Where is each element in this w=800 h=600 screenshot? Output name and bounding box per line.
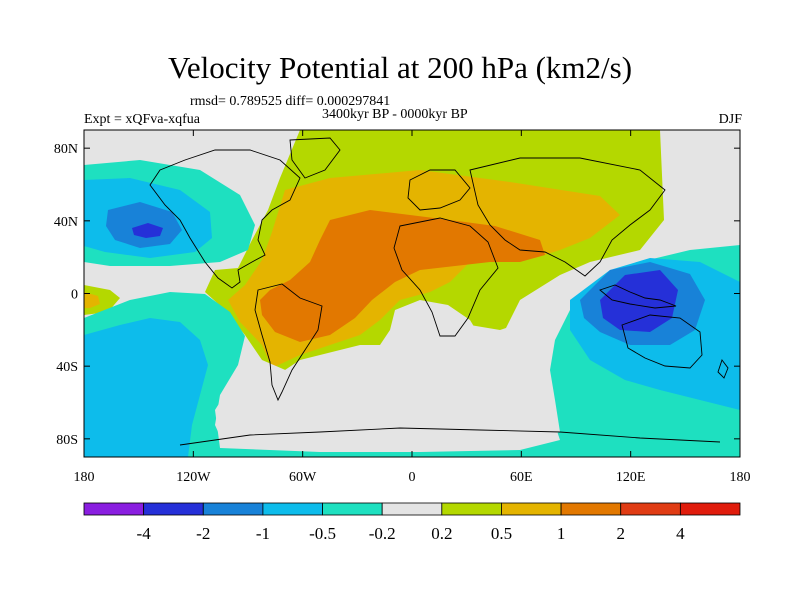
colorbar-label: 0.5 — [491, 524, 512, 543]
lon-tick-label: 120E — [616, 470, 646, 485]
coast-australia — [621, 314, 703, 369]
axis-tick-labels: 80N 40N 0 40S 80S 180 120W 60W 0 60E 120E 180 — [54, 142, 751, 485]
coast-indonesia — [599, 284, 677, 309]
lon-tick-label: 0 — [409, 470, 416, 485]
lat-tick-label: 80N — [54, 142, 78, 157]
chart-title: Velocity Potential at 200 hPa (km2/s) — [167, 50, 633, 85]
lon-tick-label: 180 — [730, 470, 751, 485]
colorbar-swatch — [560, 502, 622, 516]
fill-negative-ind-2 — [600, 270, 678, 332]
colorbar-swatch — [202, 502, 264, 516]
coast-greenland — [289, 137, 341, 179]
colorbar-label: 2 — [616, 524, 625, 543]
coast-africa — [393, 217, 499, 337]
colorbar-swatch — [441, 502, 502, 516]
colorbar-label: -2 — [196, 524, 210, 543]
fill-negative-spac-0.2 — [84, 245, 740, 457]
colorbar-swatch — [143, 502, 204, 516]
colorbar-swatch — [381, 502, 443, 516]
period-label: 3400kyr BP - 0000kyr BP — [322, 107, 468, 122]
fill-positive-1 — [260, 210, 545, 342]
coast-antarctica — [179, 427, 721, 446]
colorbar: -4 -2 -1 -0.5 -0.2 0.2 0.5 1 2 4 — [83, 502, 741, 543]
colorbar-label: 4 — [676, 524, 685, 543]
season-label: DJF — [718, 112, 742, 127]
colorbar-label: 0.2 — [431, 524, 452, 543]
fill-positive-west-0.5 — [84, 292, 100, 308]
coast-south-america — [254, 283, 323, 402]
colorbar-label: -0.2 — [369, 524, 396, 543]
fill-neutral-antarctic — [215, 320, 560, 452]
lat-tick-label: 0 — [71, 288, 78, 303]
lon-tick-label: 180 — [74, 470, 95, 485]
fill-negative-spac-0.5 — [84, 318, 208, 457]
colorbar-label: -0.5 — [309, 524, 336, 543]
coast-north-america — [149, 149, 301, 289]
lon-tick-label: 60E — [510, 470, 533, 485]
colorbar-swatch — [679, 502, 741, 516]
coast-europe — [407, 169, 471, 211]
colorbar-swatch — [83, 502, 145, 516]
colorbar-swatch — [501, 502, 562, 516]
coast-asia — [469, 157, 666, 277]
colorbar-swatch — [322, 502, 383, 516]
coast-newzealand — [717, 359, 729, 379]
colorbar-label: 1 — [557, 524, 566, 543]
lat-tick-label: 40N — [54, 215, 78, 230]
colorbar-label: -4 — [137, 524, 152, 543]
experiment-label: Expt = xQFva-xqfua — [84, 112, 200, 127]
colorbar-swatch — [620, 502, 681, 516]
rmsd-diff-label: rmsd= 0.789525 diff= 0.000297841 — [190, 94, 391, 109]
fill-negative-npac-2 — [132, 223, 163, 238]
lat-tick-label: 80S — [56, 433, 78, 448]
lon-tick-label: 120W — [176, 470, 211, 485]
axis-ticks — [83, 130, 741, 457]
colorbar-swatch — [262, 502, 323, 516]
lon-tick-label: 60W — [289, 470, 317, 485]
lat-tick-label: 40S — [56, 360, 78, 375]
coastlines — [149, 137, 729, 446]
fill-neutral-satl — [395, 308, 432, 332]
colorbar-label: -1 — [256, 524, 270, 543]
